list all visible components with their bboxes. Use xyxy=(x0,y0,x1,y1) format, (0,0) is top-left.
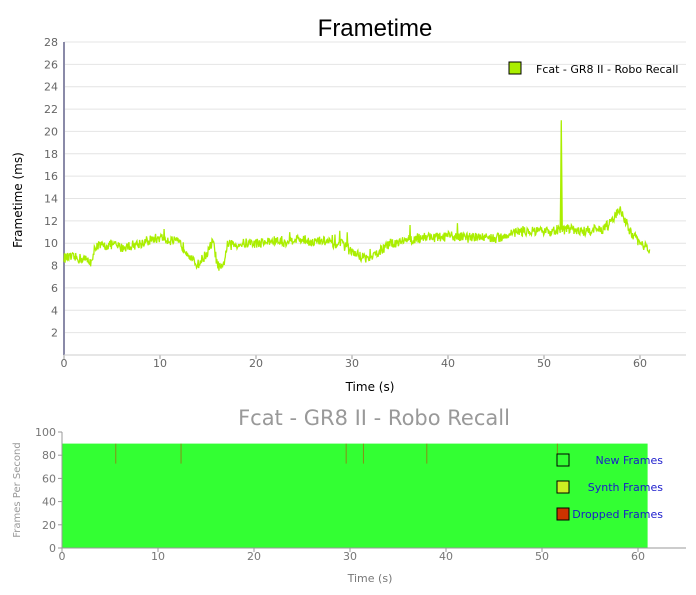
frametime-y-tick-label: 24 xyxy=(44,81,58,94)
frametime-y-tick-label: 26 xyxy=(44,58,58,71)
frametime-x-tick-label: 30 xyxy=(345,357,359,370)
frametime-series-line xyxy=(63,120,651,271)
fps-x-tick-labels: 0 10 20 30 40 50 60 xyxy=(59,548,645,563)
fps-legend: New Frames Synth Frames Dropped Frames xyxy=(556,453,664,521)
fps-x-tick-label: 0 xyxy=(59,550,66,563)
fps-x-tick-label: 40 xyxy=(439,550,453,563)
frametime-y-tick-label: 4 xyxy=(51,304,58,317)
legend-synth-frames-swatch xyxy=(556,480,570,494)
fps-new-frames-area xyxy=(62,443,648,548)
frametime-y-tick-label: 16 xyxy=(44,170,58,183)
frametime-y-tick-label: 2 xyxy=(51,327,58,340)
frametime-x-tick-labels: 0 10 20 30 40 50 60 xyxy=(61,355,647,370)
fps-x-tick-label: 10 xyxy=(151,550,165,563)
legend-new-frames-label: New Frames xyxy=(596,454,664,467)
legend-dropped-frames-swatch xyxy=(556,507,570,521)
fps-y-tick-label: 0 xyxy=(49,542,56,555)
fps-x-axis-label: Time (s) xyxy=(347,572,393,585)
frametime-legend-label: Fcat - GR8 II - Robo Recall xyxy=(536,63,678,76)
frametime-y-tick-label: 28 xyxy=(44,36,58,49)
frametime-y-tick-label: 6 xyxy=(51,282,58,295)
frametime-y-tick-label: 20 xyxy=(44,125,58,138)
legend-new-frames-swatch xyxy=(556,453,570,467)
fps-x-tick-label: 30 xyxy=(343,550,357,563)
legend-dropped-frames-label: Dropped Frames xyxy=(572,508,663,521)
fps-chart-title: Fcat - GR8 II - Robo Recall xyxy=(238,406,510,430)
fps-y-tick-label: 20 xyxy=(42,519,56,532)
frametime-x-tick-label: 10 xyxy=(153,357,167,370)
frametime-x-tick-label: 0 xyxy=(61,357,68,370)
frametime-x-tick-label: 40 xyxy=(441,357,455,370)
fps-y-tick-label: 100 xyxy=(35,426,56,439)
fps-y-axis-label: Frames Per Second xyxy=(12,442,23,537)
frametime-y-tick-label: 8 xyxy=(51,260,58,273)
frametime-chart-title: Frametime xyxy=(318,15,433,42)
frametime-y-tick-label: 14 xyxy=(44,193,58,206)
frametime-y-tick-label: 18 xyxy=(44,148,58,161)
frametime-x-tick-label: 20 xyxy=(249,357,263,370)
frametime-x-tick-label: 60 xyxy=(633,357,647,370)
frametime-y-tick-label: 22 xyxy=(44,103,58,116)
frametime-legend: Fcat - GR8 II - Robo Recall xyxy=(508,61,678,76)
frametime-legend-swatch xyxy=(508,61,522,75)
fps-x-tick-label: 50 xyxy=(535,550,549,563)
fps-x-tick-label: 20 xyxy=(247,550,261,563)
fps-x-tick-label: 60 xyxy=(631,550,645,563)
fps-y-tick-label: 40 xyxy=(42,496,56,509)
fps-y-tick-label: 60 xyxy=(42,472,56,485)
frametime-y-tick-label: 12 xyxy=(44,215,58,228)
fps-y-tick-label: 80 xyxy=(42,449,56,462)
fps-y-tick-labels: 0 20 40 60 80 100 xyxy=(35,426,62,555)
frametime-x-tick-label: 50 xyxy=(537,357,551,370)
frametime-y-axis-label: Frametime (ms) xyxy=(11,152,25,248)
legend-synth-frames-label: Synth Frames xyxy=(588,481,664,494)
frametime-x-axis-label: Time (s) xyxy=(345,380,395,394)
frametime-y-tick-label: 10 xyxy=(44,237,58,250)
frametime-grid xyxy=(64,41,686,334)
